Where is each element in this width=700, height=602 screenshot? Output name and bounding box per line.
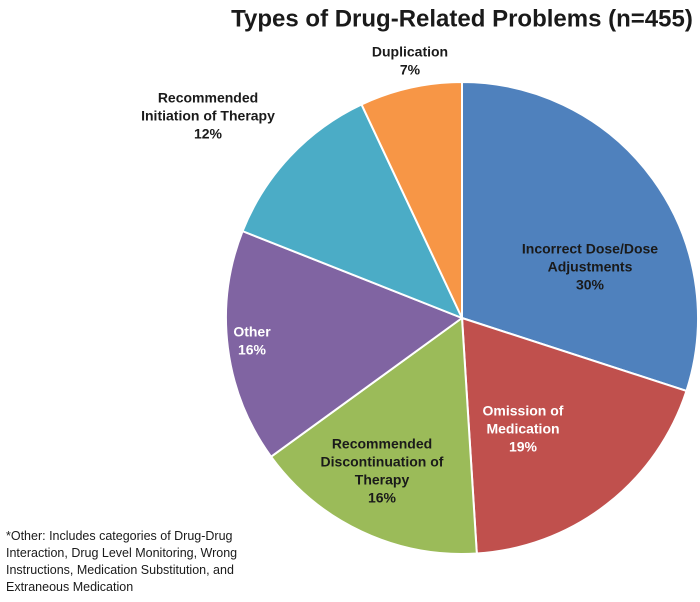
- slice-name-label: Discontinuation of: [321, 454, 444, 470]
- slice-value-label: 19%: [509, 439, 538, 455]
- slice-value-label: 16%: [368, 490, 397, 506]
- slice-name-label: Incorrect Dose/Dose: [522, 241, 658, 257]
- slice-name-label: Medication: [486, 421, 559, 437]
- footnote-line: *Other: Includes categories of Drug-Drug: [6, 529, 233, 543]
- slice-labels: Incorrect Dose/Dose Adjustments 30% Omissio…: [141, 44, 658, 506]
- slice-value-label: 30%: [576, 277, 605, 293]
- pie-slice: [360, 80, 463, 319]
- slice-label: Recommended Initiation of Therapy 12%: [141, 90, 275, 142]
- chart-title: Types of Drug-Related Problems (n=455): [231, 5, 693, 32]
- slice-value-label: 12%: [194, 126, 223, 142]
- slice-name-label: Other: [233, 324, 271, 340]
- slice-name-label: Omission of: [483, 403, 564, 419]
- pie-slice: [461, 80, 699, 393]
- footnote-line: Instructions, Medication Substitution, a…: [6, 563, 234, 577]
- slice-name-label: Recommended: [332, 436, 432, 452]
- slice-name-label: Recommended: [158, 90, 258, 106]
- slice-label: Duplication 7%: [372, 44, 448, 78]
- slice-value-label: 16%: [238, 342, 267, 358]
- slice-name-label: Therapy: [355, 472, 410, 488]
- slice-name-label: Duplication: [372, 44, 448, 60]
- slice-name-label: Adjustments: [548, 259, 633, 275]
- slice-name-label: Initiation of Therapy: [141, 108, 275, 124]
- footnote: *Other: Includes categories of Drug-Drug…: [6, 528, 306, 596]
- pie-slice: [269, 316, 478, 555]
- slice-label: Incorrect Dose/Dose Adjustments 30%: [522, 241, 658, 293]
- slice-label: Omission of Medication 19%: [483, 403, 564, 455]
- pie-slice: [460, 316, 688, 555]
- pie-slices: [225, 80, 699, 555]
- pie-slice: [225, 229, 465, 459]
- slice-label: Other 16%: [233, 324, 271, 358]
- footnote-line: Extraneous Medication: [6, 580, 134, 594]
- slice-label: Recommended Discontinuation of Therapy 16%: [321, 436, 444, 506]
- slice-value-label: 7%: [400, 62, 421, 78]
- footnote-line: Interaction, Drug Level Monitoring, Wron…: [6, 546, 238, 560]
- pie-slice: [241, 103, 464, 320]
